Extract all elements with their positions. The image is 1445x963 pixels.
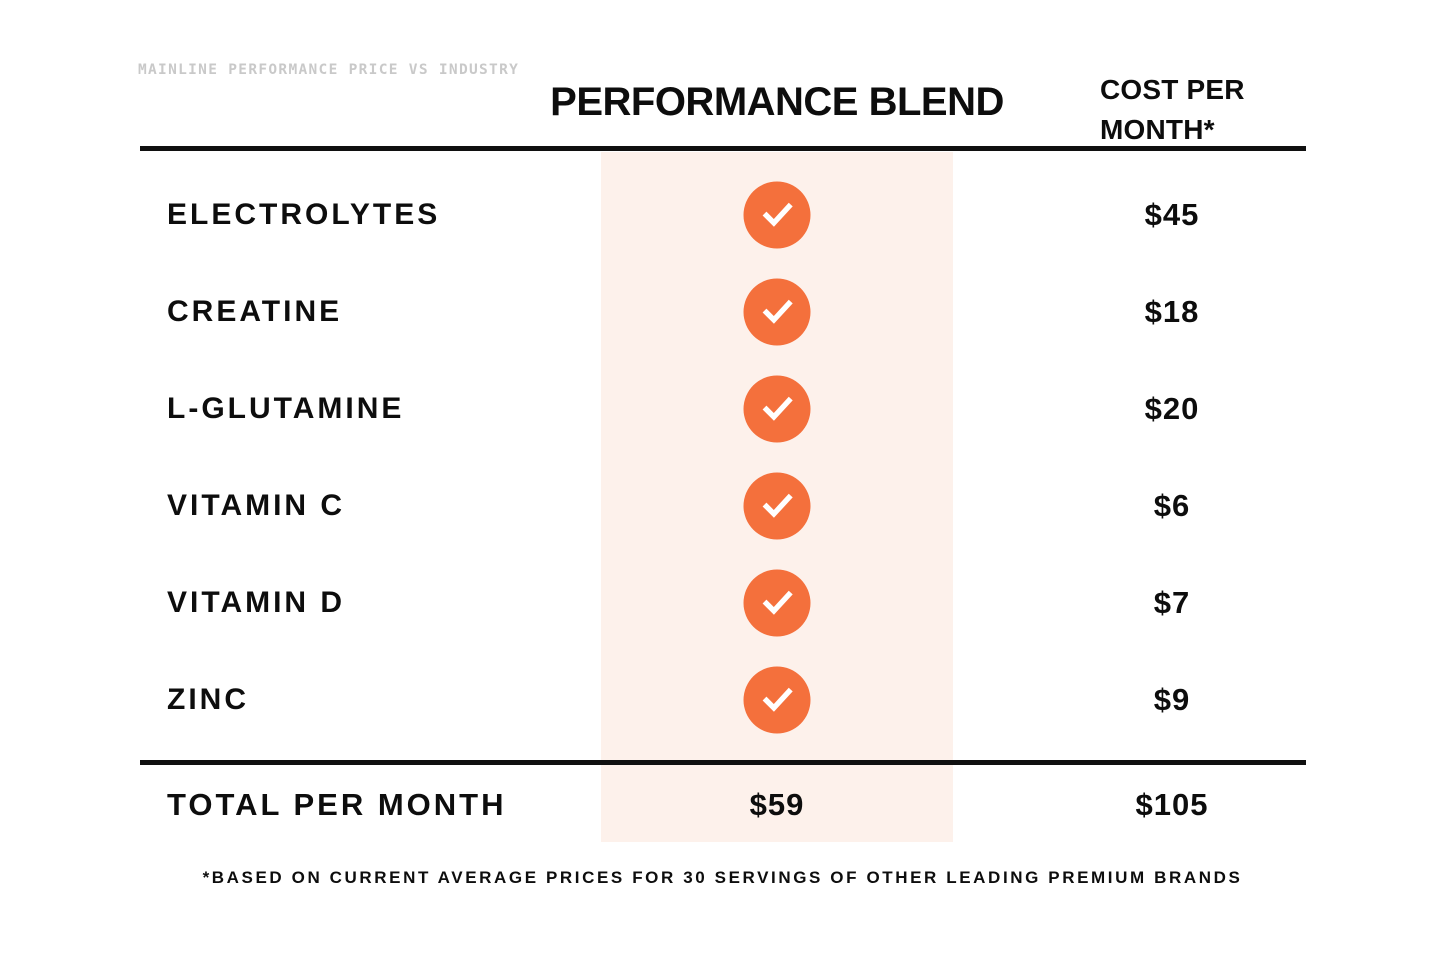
row-label: VITAMIN D: [167, 585, 346, 619]
row-label: CREATINE: [167, 294, 343, 328]
table-row: ZINC $9: [140, 651, 1306, 748]
check-icon: [743, 472, 811, 539]
table-row: CREATINE $18: [140, 263, 1306, 360]
row-label: L-GLUTAMINE: [167, 391, 405, 425]
table-row: VITAMIN C $6: [140, 457, 1306, 554]
row-cost: $18: [1144, 293, 1200, 329]
total-label: TOTAL PER MONTH: [167, 786, 507, 822]
table-row: VITAMIN D $7: [140, 554, 1306, 651]
check-icon: [743, 666, 811, 733]
total-divider-rule: [140, 760, 1306, 765]
row-cost: $7: [1153, 584, 1191, 620]
footnote: *BASED ON CURRENT AVERAGE PRICES FOR 30 …: [202, 868, 1243, 887]
check-icon: [743, 569, 811, 636]
blend-column-header: PERFORMANCE BLEND: [550, 80, 1004, 124]
table-row: L-GLUTAMINE $20: [140, 360, 1306, 457]
check-icon: [743, 181, 811, 248]
eyebrow-label: MAINLINE PERFORMANCE PRICE VS INDUSTRY: [138, 62, 520, 78]
cost-column-header: COST PER MONTH*: [1100, 74, 1245, 145]
row-cost: $20: [1144, 390, 1200, 426]
row-label: ZINC: [167, 682, 249, 716]
total-blend-cost: $59: [749, 786, 805, 822]
check-icon: [743, 278, 811, 345]
row-cost: $45: [1144, 196, 1200, 232]
table-row: ELECTROLYTES $45: [140, 166, 1306, 263]
total-industry-cost: $105: [1135, 786, 1209, 822]
total-row: TOTAL PER MONTH $59 $105: [140, 756, 1306, 853]
row-cost: $6: [1153, 487, 1191, 523]
row-cost: $9: [1153, 681, 1191, 717]
row-label: VITAMIN C: [167, 488, 346, 522]
header-divider-rule: [140, 146, 1306, 151]
row-label: ELECTROLYTES: [167, 197, 441, 231]
check-icon: [743, 375, 811, 442]
